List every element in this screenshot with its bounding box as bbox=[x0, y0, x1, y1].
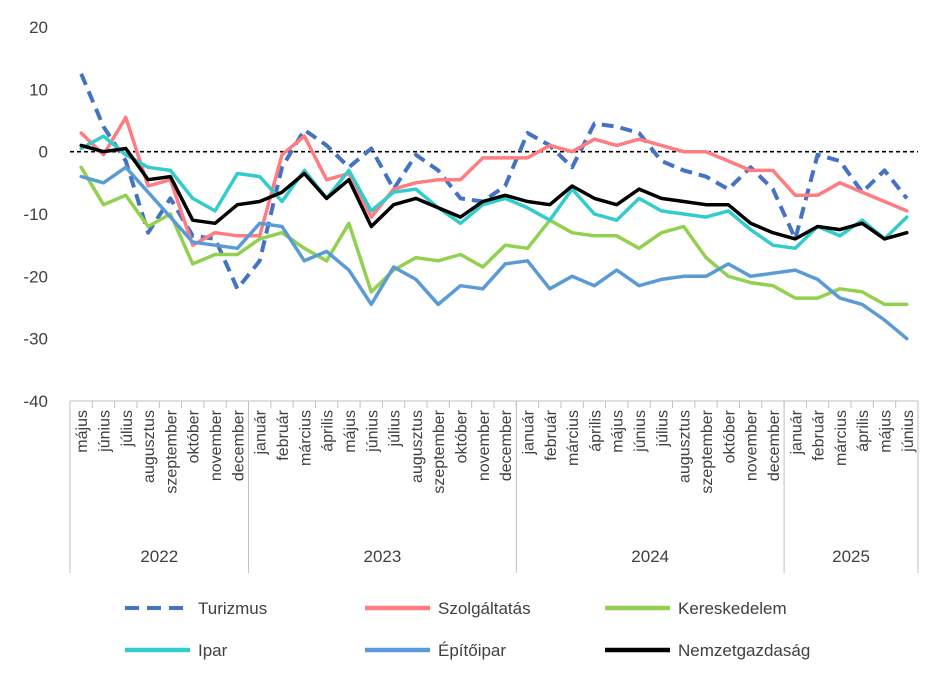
x-tick-label: június bbox=[900, 410, 917, 453]
x-tick-label: július bbox=[387, 410, 404, 447]
series-line-ipar bbox=[79, 134, 909, 251]
series-line-szolgáltatás bbox=[79, 115, 909, 247]
x-tick-label: június bbox=[96, 410, 113, 453]
y-tick-label: -10 bbox=[23, 205, 48, 224]
y-tick-label: -20 bbox=[23, 267, 48, 286]
x-tick-label: október bbox=[721, 409, 738, 463]
y-tick-label: -40 bbox=[23, 392, 48, 411]
x-tick-label: április bbox=[320, 410, 337, 452]
axes: 20 10 0 -10 -20 -30 -40 bbox=[23, 18, 919, 573]
x-tick-label: május bbox=[878, 410, 895, 453]
legend-label: Turizmus bbox=[198, 599, 267, 618]
x-tick-label: december bbox=[766, 409, 783, 481]
year-label: 2022 bbox=[140, 547, 178, 566]
series-line-nemzetgazdaság bbox=[79, 143, 909, 241]
legend-label: Nemzetgazdaság bbox=[678, 641, 810, 660]
x-tick-label: augusztus bbox=[677, 410, 694, 483]
y-tick-label: -30 bbox=[23, 330, 48, 349]
legend-label: Kereskedelem bbox=[678, 599, 787, 618]
x-tick-label: március bbox=[833, 410, 850, 466]
legend-label: Szolgáltatás bbox=[438, 599, 531, 618]
x-tick-label: január bbox=[788, 409, 805, 455]
series-lines bbox=[79, 73, 909, 341]
year-label: 2024 bbox=[631, 547, 669, 566]
year-label: 2023 bbox=[364, 547, 402, 566]
x-tick-label: szeptember bbox=[699, 409, 716, 493]
y-tick-label: 20 bbox=[29, 18, 48, 37]
x-tick-label: szeptember bbox=[163, 409, 180, 493]
legend: Turizmus Szolgáltatás Kereskedelem Ipar Épít… bbox=[125, 599, 810, 660]
x-axis-labels: május június július augusztus szeptember októ… bbox=[74, 409, 917, 566]
y-tick-label: 0 bbox=[39, 143, 48, 162]
x-tick-label: július bbox=[654, 410, 671, 447]
x-tick-label: május bbox=[74, 410, 91, 453]
x-tick-label: február bbox=[543, 409, 560, 460]
x-tick-label: november bbox=[476, 409, 493, 481]
x-tick-label: július bbox=[119, 410, 136, 447]
year-label: 2025 bbox=[832, 547, 870, 566]
y-tick-label: 10 bbox=[29, 80, 48, 99]
x-tick-label: augusztus bbox=[409, 410, 426, 483]
legend-label: Ipar bbox=[198, 641, 228, 660]
x-tick-label: november bbox=[208, 409, 225, 481]
x-tick-label: december bbox=[498, 409, 515, 481]
x-tick-label: április bbox=[587, 410, 604, 452]
x-tick-label: június bbox=[632, 410, 649, 453]
x-tick-label: január bbox=[520, 409, 537, 455]
x-tick-label: szeptember bbox=[431, 409, 448, 493]
x-tick-label: február bbox=[811, 409, 828, 460]
series-line-építőipar bbox=[79, 165, 909, 341]
x-tick-label: január bbox=[253, 409, 270, 455]
x-tick-label: május bbox=[610, 410, 627, 453]
x-tick-label: október bbox=[186, 409, 203, 463]
x-tick-label: április bbox=[855, 410, 872, 452]
x-tick-label: augusztus bbox=[141, 410, 158, 483]
series-line-kereskedelem bbox=[79, 165, 909, 307]
x-tick-label: március bbox=[565, 410, 582, 466]
x-tick-label: október bbox=[454, 409, 471, 463]
x-tick-label: február bbox=[275, 409, 292, 460]
legend-label: Építőipar bbox=[438, 641, 506, 660]
x-tick-label: június bbox=[364, 410, 381, 453]
x-tick-label: március bbox=[297, 410, 314, 466]
x-tick-label: november bbox=[744, 409, 761, 481]
x-tick-label: május bbox=[342, 410, 359, 453]
x-tick-label: december bbox=[230, 409, 247, 481]
